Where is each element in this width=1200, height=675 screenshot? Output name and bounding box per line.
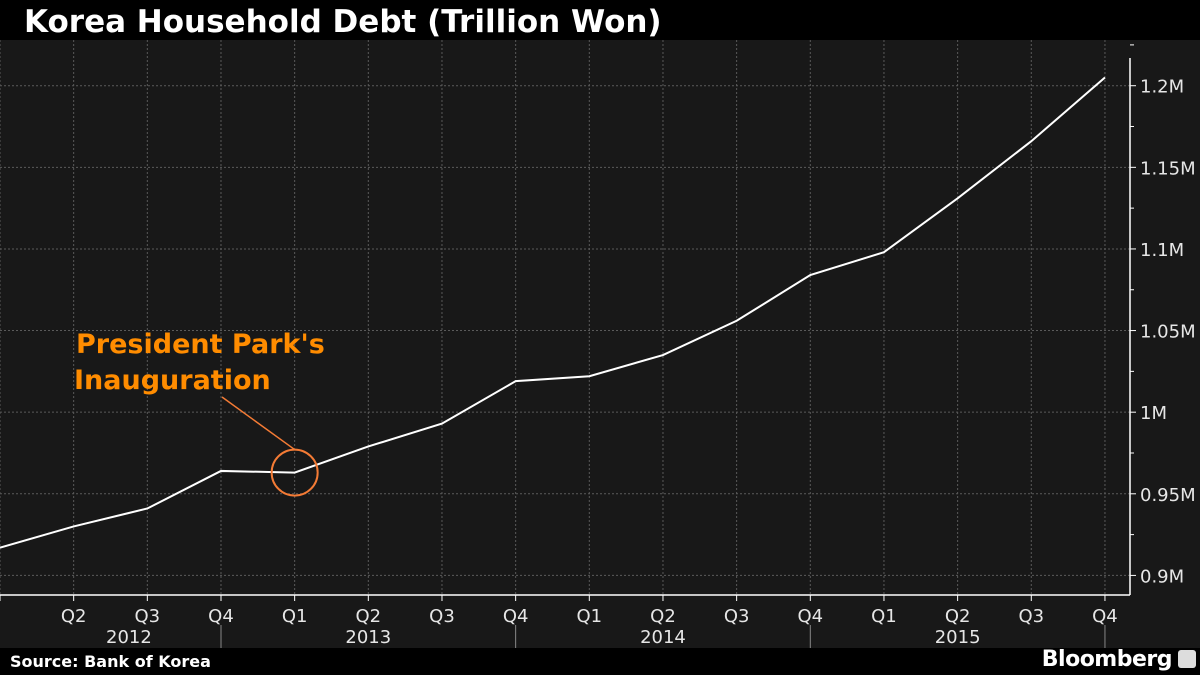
y-tick-label: 0.9M [1140,566,1184,587]
x-tick-label: Q3 [724,606,750,627]
x-tick-label: Q4 [1092,606,1118,627]
annotation-text-line1: President Park's [76,329,325,360]
annotation-text-line2: Inauguration [74,365,271,396]
y-tick-label: 1.05M [1140,322,1196,343]
x-tick-label: Q1 [282,606,308,627]
source-note: Source: Bank of Korea [10,652,211,671]
line-chart: 0.9M 0.95M 1M 1.05M 1.1M 1.15M 1.2M Q2 Q3 Q4 Q1 Q2 Q… [0,40,1200,648]
x-tick-label: Q4 [797,606,823,627]
series-line-household-debt [0,76,1106,549]
year-label: 2013 [345,627,391,648]
x-tick-label: Q4 [503,606,529,627]
y-tick-label: 1M [1140,403,1167,424]
y-tick-label: 1.15M [1140,158,1196,179]
x-tick-label: Q2 [61,606,87,627]
x-tick-label: Q3 [429,606,455,627]
x-tick-label: Q4 [208,606,234,627]
y-tick-label: 0.95M [1140,485,1196,506]
y-tick-label: 1.1M [1140,240,1184,261]
chart-title: Korea Household Debt (Trillion Won) [24,4,662,40]
x-tick-label: Q2 [356,606,382,627]
annotation-leader-line [221,396,296,451]
x-tick-label: Q1 [871,606,897,627]
year-label: 2014 [640,627,686,648]
x-tick-label: Q3 [135,606,161,627]
y-tick-label: 1.2M [1140,77,1184,98]
x-tick-label: Q1 [576,606,602,627]
year-label: 2015 [935,627,981,648]
bloomberg-logo: Bloomberg [1041,647,1173,672]
year-label: 2012 [106,627,152,648]
bloomberg-icon [1178,650,1196,668]
x-tick-label: Q2 [650,606,676,627]
plot-background [0,40,1130,595]
y-axis-background [1130,40,1200,595]
x-tick-label: Q3 [1018,606,1044,627]
x-axis-background [0,595,1200,648]
x-tick-label: Q2 [945,606,971,627]
